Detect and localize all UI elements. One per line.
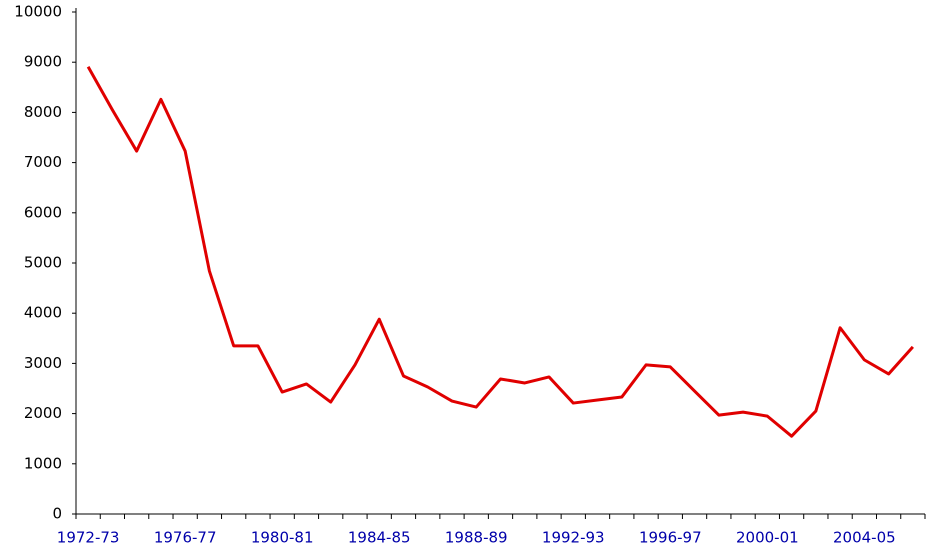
y-tick-label: 3000 bbox=[24, 354, 62, 372]
x-tick-label: 1976-77 bbox=[154, 529, 217, 547]
y-tick-label: 1000 bbox=[24, 454, 62, 472]
x-tick-label: 1984-85 bbox=[348, 529, 411, 547]
y-tick-label: 0 bbox=[52, 505, 62, 523]
y-tick-label: 9000 bbox=[24, 53, 62, 71]
y-tick-label: 8000 bbox=[24, 103, 62, 121]
x-tick-label: 1992-93 bbox=[542, 529, 605, 547]
x-tick-label: 1996-97 bbox=[639, 529, 702, 547]
x-tick-label: 1972-73 bbox=[57, 529, 120, 547]
x-tick-label: 2004-05 bbox=[833, 529, 896, 547]
x-tick-label: 1988-89 bbox=[445, 529, 508, 547]
x-tick-label: 1980-81 bbox=[251, 529, 314, 547]
y-tick-label: 4000 bbox=[24, 304, 62, 322]
y-tick-label: 7000 bbox=[24, 153, 62, 171]
y-tick-label: 10000 bbox=[14, 3, 62, 21]
y-tick-label: 5000 bbox=[24, 254, 62, 272]
y-tick-label: 6000 bbox=[24, 203, 62, 221]
data-line bbox=[86, 65, 914, 438]
x-tick-label: 2000-01 bbox=[736, 529, 799, 547]
y-tick-label: 2000 bbox=[24, 404, 62, 422]
